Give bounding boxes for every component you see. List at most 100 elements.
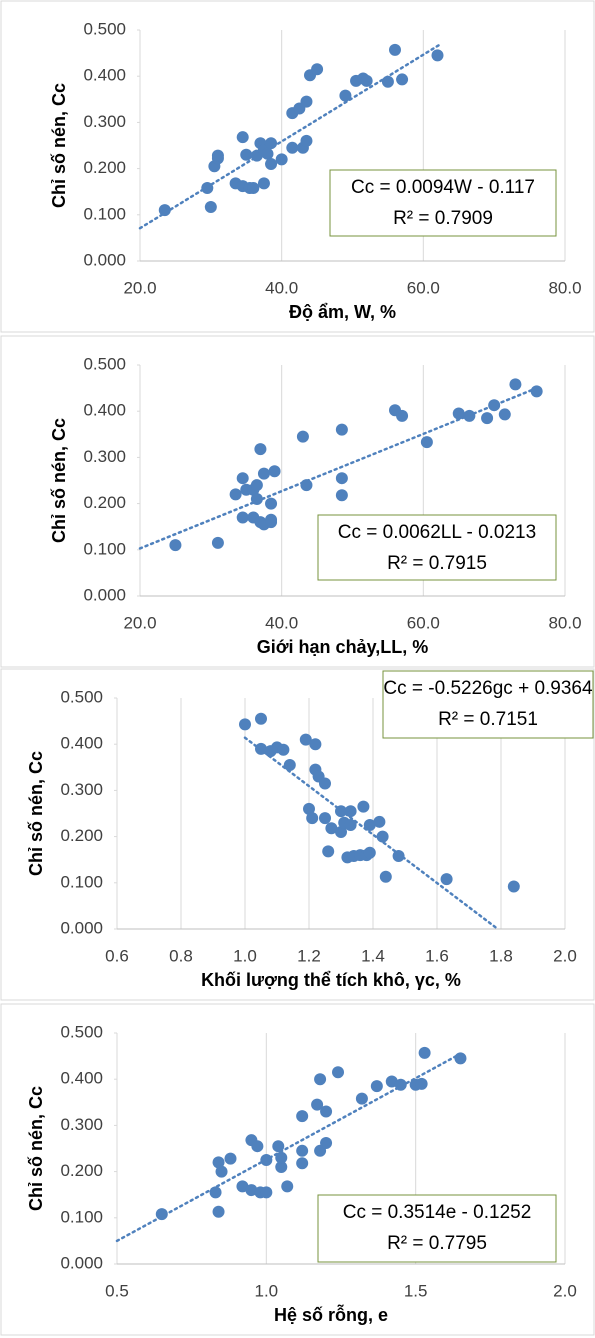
point	[169, 539, 182, 552]
x-tick-label: 1.8	[489, 946, 513, 965]
point	[204, 200, 217, 213]
x-tick-label: 80.0	[548, 613, 581, 632]
point	[240, 148, 253, 161]
equation: R² = 0.7909	[393, 208, 493, 229]
equation: Cc = 0.0062LL - 0.0213	[338, 522, 536, 543]
y-tick-label: 0.400	[83, 66, 126, 85]
point	[415, 1077, 428, 1090]
point	[498, 408, 511, 421]
point	[357, 800, 370, 813]
point	[277, 743, 290, 756]
point	[250, 492, 263, 505]
x-tick-label: 0.8	[169, 946, 193, 965]
point	[389, 43, 401, 56]
point	[396, 409, 409, 422]
x-axis-title: Giới hạn chảy,LL, %	[257, 637, 429, 657]
point	[265, 516, 278, 529]
point	[452, 407, 465, 420]
point	[319, 777, 331, 790]
point	[355, 1092, 368, 1105]
y-tick-label: 0.400	[60, 734, 103, 753]
y-axis-title: Chỉ số nén, Cc	[49, 83, 69, 208]
point	[254, 443, 267, 456]
y-tick-label: 0.100	[83, 204, 126, 223]
x-tick-label: 1.6	[425, 946, 449, 965]
point	[392, 850, 405, 863]
point	[265, 497, 278, 510]
point	[265, 157, 278, 170]
y-tick-label: 0.300	[83, 447, 126, 466]
point	[481, 412, 494, 425]
point	[211, 536, 224, 549]
y-tick-label: 0.000	[60, 1253, 103, 1272]
point	[363, 819, 376, 832]
point	[261, 147, 274, 160]
y-tick-label: 0.500	[83, 354, 126, 373]
point	[247, 182, 260, 195]
trendline	[243, 736, 500, 931]
point	[335, 489, 348, 502]
point	[325, 822, 338, 835]
x-tick-label: 0.6	[105, 946, 129, 965]
panel-border	[0, 668, 595, 1001]
point	[300, 134, 313, 147]
point	[155, 1208, 168, 1221]
point	[257, 177, 270, 190]
equation-box	[382, 670, 594, 739]
y-tick-label: 0.300	[60, 1115, 103, 1134]
point	[332, 1066, 345, 1079]
point	[344, 819, 357, 832]
y-tick-label: 0.200	[83, 493, 126, 512]
point	[306, 812, 319, 825]
point	[211, 149, 224, 162]
point	[320, 1105, 333, 1118]
point	[303, 802, 315, 815]
point	[381, 75, 394, 88]
y-tick-label: 0.500	[60, 1022, 103, 1041]
equation-box	[317, 1194, 557, 1263]
point	[379, 870, 392, 883]
panel-border	[0, 1003, 595, 1336]
point	[201, 182, 214, 195]
x-tick-label: 40.0	[265, 278, 298, 297]
point	[335, 805, 347, 818]
x-axis-title: Khối lượng thể tích khô, γc, %	[201, 970, 461, 990]
point	[239, 718, 251, 731]
equation: R² = 0.7151	[438, 709, 538, 730]
point	[488, 399, 501, 412]
x-tick-label: 1.0	[233, 946, 257, 965]
x-axis-title: Độ ẩm, W, %	[289, 302, 396, 322]
point	[296, 1110, 309, 1123]
point	[363, 846, 376, 859]
x-tick-label: 60.0	[407, 278, 440, 297]
panel-border	[0, 335, 595, 668]
point	[311, 1098, 324, 1111]
point	[268, 465, 281, 478]
point	[420, 436, 433, 449]
point	[215, 1165, 228, 1178]
equation-box	[329, 169, 557, 237]
equation: Cc = 0.0094W - 0.117	[351, 177, 535, 198]
y-axis-title: Chỉ số nén, Cc	[26, 1086, 46, 1211]
point	[376, 830, 389, 843]
point	[309, 738, 322, 751]
point	[236, 1180, 249, 1193]
y-tick-label: 0.300	[83, 112, 126, 131]
point	[394, 1078, 407, 1091]
point	[260, 1186, 273, 1199]
point	[212, 1156, 225, 1169]
equation: R² = 0.7795	[387, 1233, 487, 1254]
point	[463, 409, 476, 422]
point	[283, 758, 296, 771]
point	[335, 825, 347, 838]
point	[236, 472, 249, 485]
x-tick-label: 2.0	[553, 1281, 577, 1300]
y-tick-label: 0.500	[83, 19, 126, 38]
point	[257, 467, 270, 480]
equation-box	[317, 514, 557, 581]
y-tick-label: 0.100	[60, 872, 103, 891]
x-tick-label: 60.0	[407, 613, 440, 632]
point	[335, 423, 348, 436]
y-tick-label: 0.300	[60, 780, 103, 799]
